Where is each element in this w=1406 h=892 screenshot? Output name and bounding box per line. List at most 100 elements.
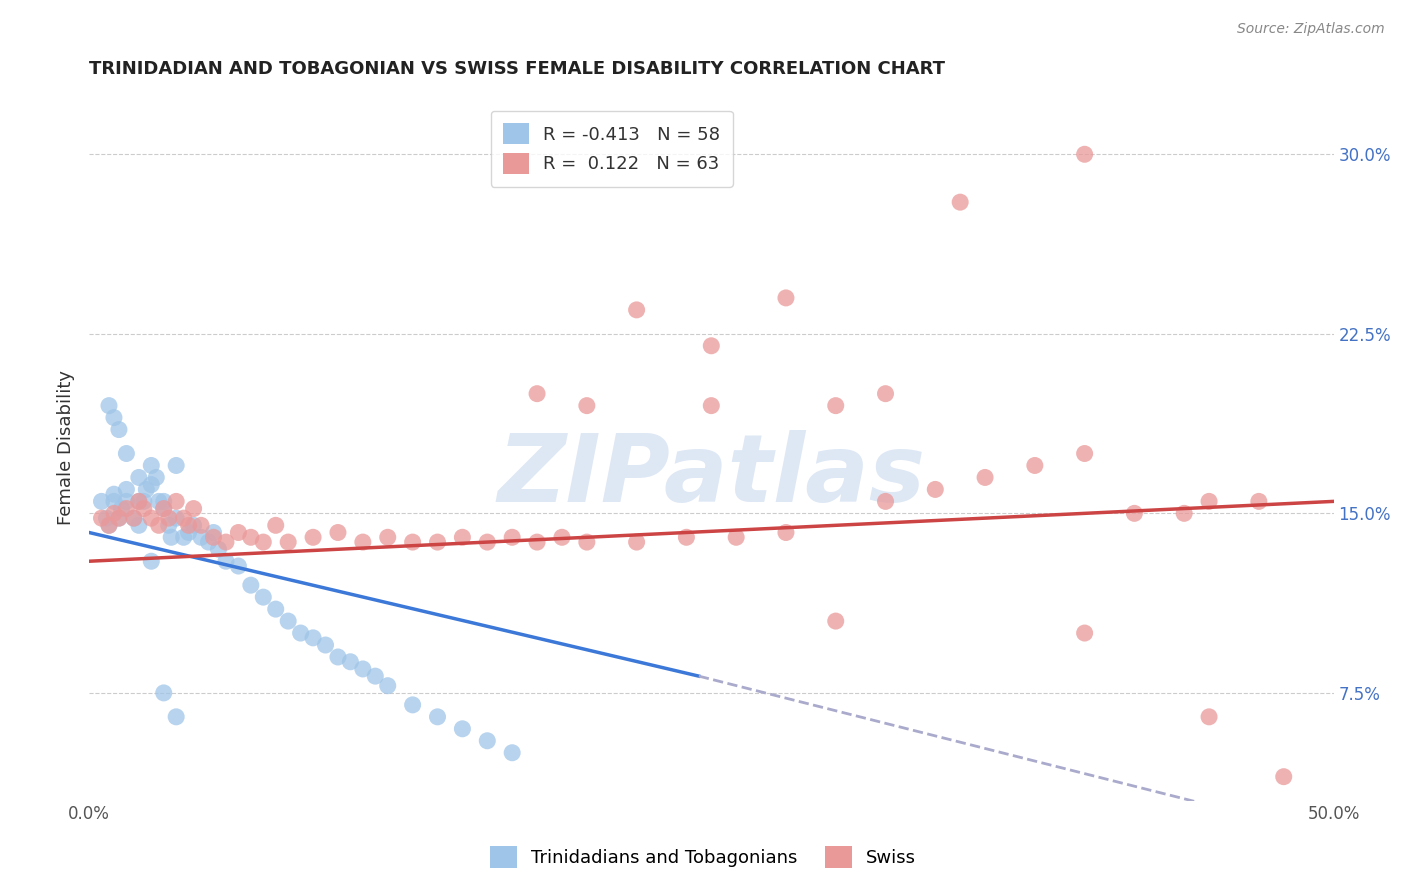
Text: TRINIDADIAN AND TOBAGONIAN VS SWISS FEMALE DISABILITY CORRELATION CHART: TRINIDADIAN AND TOBAGONIAN VS SWISS FEMA…	[89, 60, 945, 78]
Point	[974, 470, 997, 484]
Point	[875, 494, 897, 508]
Point	[1073, 147, 1095, 161]
Point	[110, 501, 132, 516]
Point	[122, 511, 145, 525]
Point	[152, 494, 174, 508]
Point	[575, 535, 598, 549]
Point	[115, 483, 138, 497]
Point	[700, 399, 723, 413]
Point	[148, 494, 170, 508]
Point	[152, 686, 174, 700]
Point	[197, 535, 219, 549]
Point	[675, 530, 697, 544]
Point	[252, 535, 274, 549]
Point	[501, 530, 523, 544]
Point	[132, 494, 155, 508]
Point	[135, 483, 157, 497]
Point	[157, 518, 180, 533]
Point	[190, 518, 212, 533]
Point	[426, 535, 449, 549]
Point	[103, 494, 125, 508]
Point	[103, 487, 125, 501]
Point	[207, 542, 229, 557]
Point	[875, 386, 897, 401]
Point	[401, 535, 423, 549]
Text: ZIPatlas: ZIPatlas	[498, 430, 925, 522]
Point	[277, 535, 299, 549]
Point	[626, 302, 648, 317]
Point	[165, 494, 187, 508]
Point	[141, 458, 163, 473]
Point	[302, 530, 325, 544]
Point	[90, 494, 112, 508]
Point	[173, 530, 195, 544]
Point	[1024, 458, 1046, 473]
Point	[96, 511, 118, 525]
Point	[264, 518, 287, 533]
Point	[477, 733, 499, 747]
Point	[145, 470, 167, 484]
Point	[228, 559, 250, 574]
Point	[775, 525, 797, 540]
Point	[551, 530, 574, 544]
Point	[160, 530, 183, 544]
Legend: R = -0.413   N = 58, R =  0.122   N = 63: R = -0.413 N = 58, R = 0.122 N = 63	[491, 111, 733, 186]
Point	[377, 679, 399, 693]
Point	[152, 501, 174, 516]
Point	[477, 535, 499, 549]
Point	[326, 525, 349, 540]
Point	[132, 501, 155, 516]
Legend: Trinidadians and Tobagonians, Swiss: Trinidadians and Tobagonians, Swiss	[479, 835, 927, 879]
Point	[157, 511, 180, 525]
Point	[177, 518, 200, 533]
Point	[90, 511, 112, 525]
Point	[128, 494, 150, 508]
Point	[1173, 507, 1195, 521]
Text: Source: ZipAtlas.com: Source: ZipAtlas.com	[1237, 22, 1385, 37]
Point	[128, 518, 150, 533]
Point	[302, 631, 325, 645]
Point	[949, 195, 972, 210]
Point	[141, 511, 163, 525]
Point	[277, 614, 299, 628]
Point	[165, 511, 187, 525]
Point	[239, 578, 262, 592]
Point	[177, 525, 200, 540]
Point	[526, 386, 548, 401]
Point	[924, 483, 946, 497]
Point	[165, 710, 187, 724]
Point	[98, 399, 121, 413]
Point	[1198, 710, 1220, 724]
Point	[339, 655, 361, 669]
Point	[1123, 507, 1146, 521]
Point	[103, 410, 125, 425]
Point	[239, 530, 262, 544]
Point	[290, 626, 312, 640]
Point	[202, 525, 225, 540]
Point	[115, 494, 138, 508]
Point	[352, 662, 374, 676]
Point	[426, 710, 449, 724]
Point	[824, 614, 846, 628]
Point	[501, 746, 523, 760]
Point	[1073, 446, 1095, 460]
Point	[1247, 494, 1270, 508]
Point	[575, 399, 598, 413]
Point	[326, 650, 349, 665]
Point	[626, 535, 648, 549]
Point	[264, 602, 287, 616]
Point	[115, 446, 138, 460]
Point	[526, 535, 548, 549]
Point	[108, 423, 131, 437]
Point	[183, 501, 205, 516]
Point	[725, 530, 748, 544]
Point	[451, 530, 474, 544]
Point	[190, 530, 212, 544]
Point	[228, 525, 250, 540]
Point	[202, 530, 225, 544]
Point	[364, 669, 387, 683]
Y-axis label: Female Disability: Female Disability	[58, 370, 75, 525]
Point	[122, 511, 145, 525]
Point	[148, 518, 170, 533]
Point	[252, 590, 274, 604]
